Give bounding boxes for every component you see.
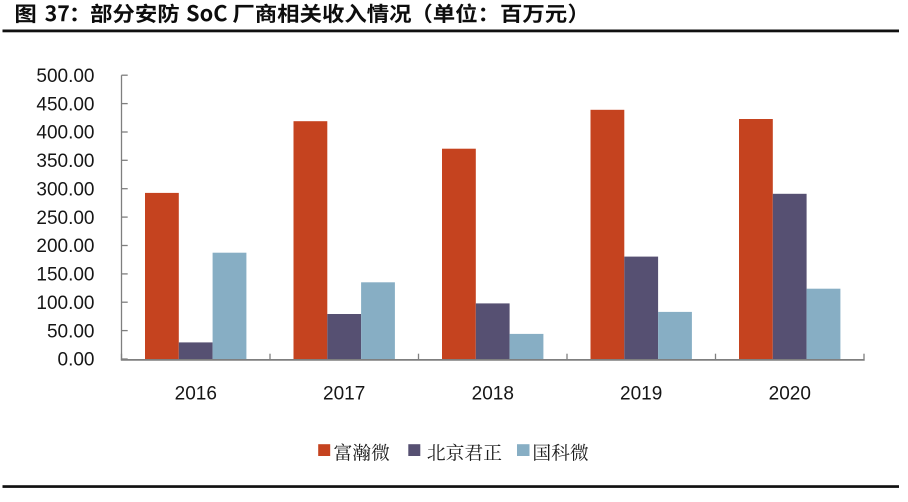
svg-text:450.00: 450.00 — [36, 94, 94, 115]
svg-text:350.00: 350.00 — [36, 151, 94, 172]
svg-text:300.00: 300.00 — [36, 179, 94, 200]
svg-text:500.00: 500.00 — [36, 66, 94, 87]
svg-text:2019: 2019 — [620, 384, 662, 405]
svg-text:2020: 2020 — [769, 384, 811, 405]
svg-text:2016: 2016 — [175, 384, 217, 405]
svg-text:150.00: 150.00 — [36, 265, 94, 286]
svg-text:2018: 2018 — [472, 384, 514, 405]
svg-text:400.00: 400.00 — [36, 123, 94, 144]
svg-text:250.00: 250.00 — [36, 208, 94, 229]
svg-text:200.00: 200.00 — [36, 236, 94, 257]
svg-text:50.00: 50.00 — [47, 321, 95, 342]
svg-text:2017: 2017 — [323, 384, 365, 405]
svg-text:100.00: 100.00 — [36, 293, 94, 314]
svg-text:0.00: 0.00 — [58, 350, 95, 371]
